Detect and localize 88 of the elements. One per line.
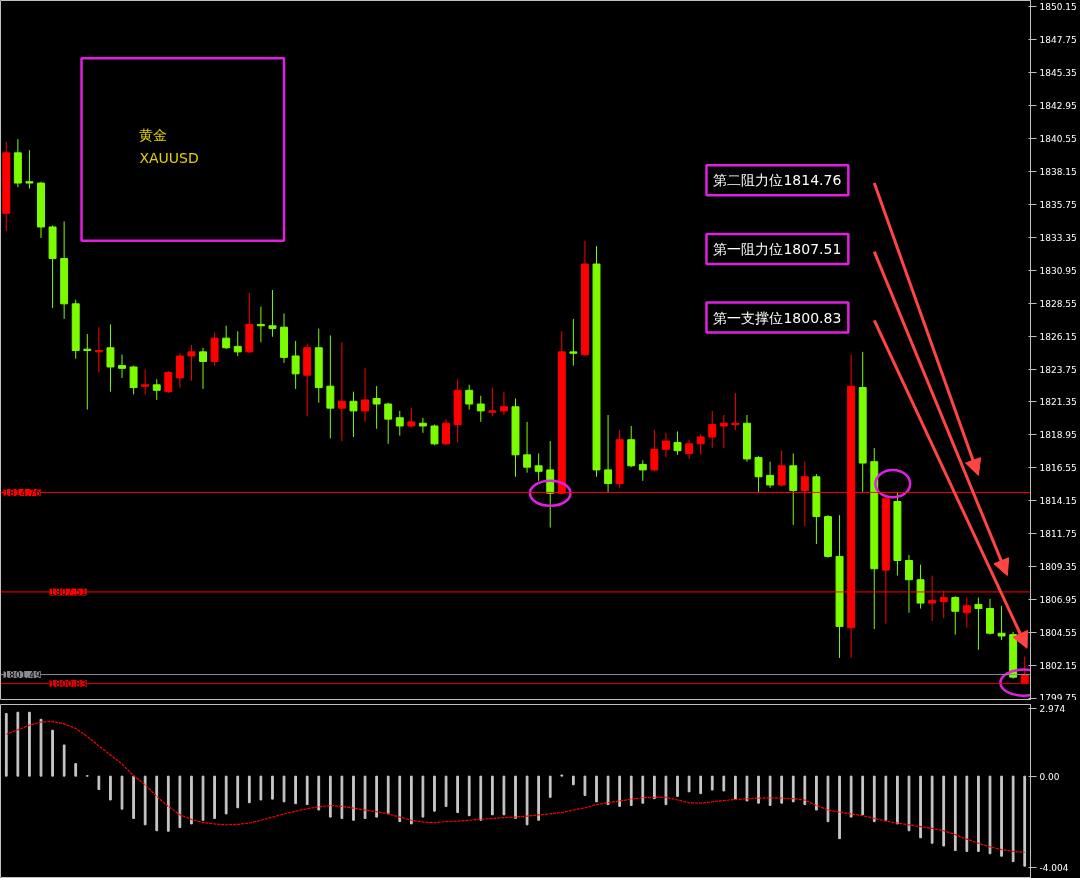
candlestick (604, 414, 613, 493)
candlestick (442, 418, 451, 446)
candlestick (777, 450, 786, 487)
y-tick-label: 1847.75 (1039, 35, 1077, 46)
y-tick-label: 1826.15 (1039, 331, 1077, 342)
y-tick-label: 1840.55 (1039, 133, 1077, 144)
candlestick (222, 325, 231, 350)
y-tick-label: 1806.95 (1039, 595, 1077, 606)
y-tick-label: 1814.15 (1039, 496, 1077, 507)
candlestick (569, 318, 578, 367)
candlestick (361, 367, 370, 423)
candlestick (83, 333, 92, 411)
candlestick (708, 410, 717, 449)
y-tick-label: 2.974 (1039, 704, 1066, 714)
candlestick (326, 334, 335, 439)
candlestick (476, 395, 485, 423)
candlestick (210, 332, 219, 367)
y-tick-label: 1838.15 (1039, 166, 1077, 177)
candlestick (754, 455, 763, 493)
candlestick (199, 347, 207, 390)
candlestick (418, 417, 427, 434)
candlestick (164, 370, 173, 394)
y-tick-label: 1821.35 (1039, 397, 1077, 408)
y-tick-label: 1833.35 (1039, 232, 1077, 243)
candlestick (488, 387, 497, 417)
candlestick (187, 344, 196, 382)
ref-line-label: 1801.49 (3, 670, 41, 681)
candlestick (118, 354, 126, 379)
y-tick-label: 1802.15 (1039, 661, 1077, 671)
y-tick-label: 1804.55 (1039, 628, 1077, 639)
candlestick (141, 369, 150, 395)
candlestick (673, 430, 682, 456)
y-tick-label: 0.00 (1039, 771, 1060, 782)
candlestick (129, 365, 138, 395)
candlestick (916, 564, 925, 610)
candlestick (499, 391, 508, 416)
candlestick (974, 597, 983, 651)
annotation: XAUUSD (139, 150, 199, 167)
annotation: 第二阻力位1814.76 (713, 172, 842, 189)
y-tick-label: 1850.15 (1039, 2, 1077, 13)
annotation: 第一支撑位1800.83 (713, 309, 842, 326)
y-tick-label: 1809.35 (1039, 562, 1077, 573)
candlestick (719, 414, 728, 449)
candlestick (268, 289, 277, 338)
candlestick (650, 429, 659, 472)
candlestick (951, 595, 960, 636)
y-tick-label: 1828.55 (1039, 298, 1077, 309)
ref-line-label: 1800.83 (49, 679, 87, 690)
y-tick-label: 1799.75 (1039, 692, 1077, 703)
candlestick (465, 384, 474, 411)
candlestick (94, 326, 103, 373)
candlestick (349, 391, 358, 438)
candlestick (731, 392, 740, 431)
candlestick (25, 149, 34, 190)
y-tick-label: -4.004 (1039, 862, 1069, 873)
candlestick (337, 341, 346, 442)
y-tick-label: 1816.55 (1039, 463, 1077, 474)
ref-line-label: 1807.51 (49, 587, 87, 598)
candlestick (905, 554, 913, 614)
candlestick (534, 452, 543, 482)
candlestick (152, 378, 161, 401)
y-tick-label: 1818.95 (1039, 430, 1077, 441)
candlestick (766, 461, 775, 489)
candlestick (661, 432, 670, 459)
candlestick (395, 410, 404, 437)
annotation: 第一阻力位1807.51 (713, 240, 842, 257)
candlestick (696, 433, 705, 456)
y-tick-label: 1830.95 (1039, 265, 1077, 276)
candlestick (523, 421, 532, 474)
candlestick (372, 385, 381, 430)
candlestick (546, 440, 555, 529)
y-tick-label: 1845.35 (1039, 68, 1077, 79)
y-tick-label: 1835.75 (1039, 199, 1077, 210)
candlestick (106, 323, 115, 393)
y-tick-label: 1811.75 (1039, 529, 1077, 540)
annotation: 黄金 (139, 127, 168, 144)
ref-line-label: 1814.76 (3, 487, 41, 498)
candlestick (384, 402, 393, 445)
candlestick (291, 340, 300, 390)
line-series (5, 720, 1026, 853)
y-tick-label: 1823.75 (1039, 364, 1077, 375)
y-tick-label: 1842.95 (1039, 101, 1077, 111)
candlestick (233, 330, 242, 357)
candlestick (175, 352, 184, 389)
candlestick (997, 605, 1006, 641)
candlestick (962, 597, 971, 629)
candlestick (685, 439, 694, 460)
candlestick (638, 459, 647, 482)
